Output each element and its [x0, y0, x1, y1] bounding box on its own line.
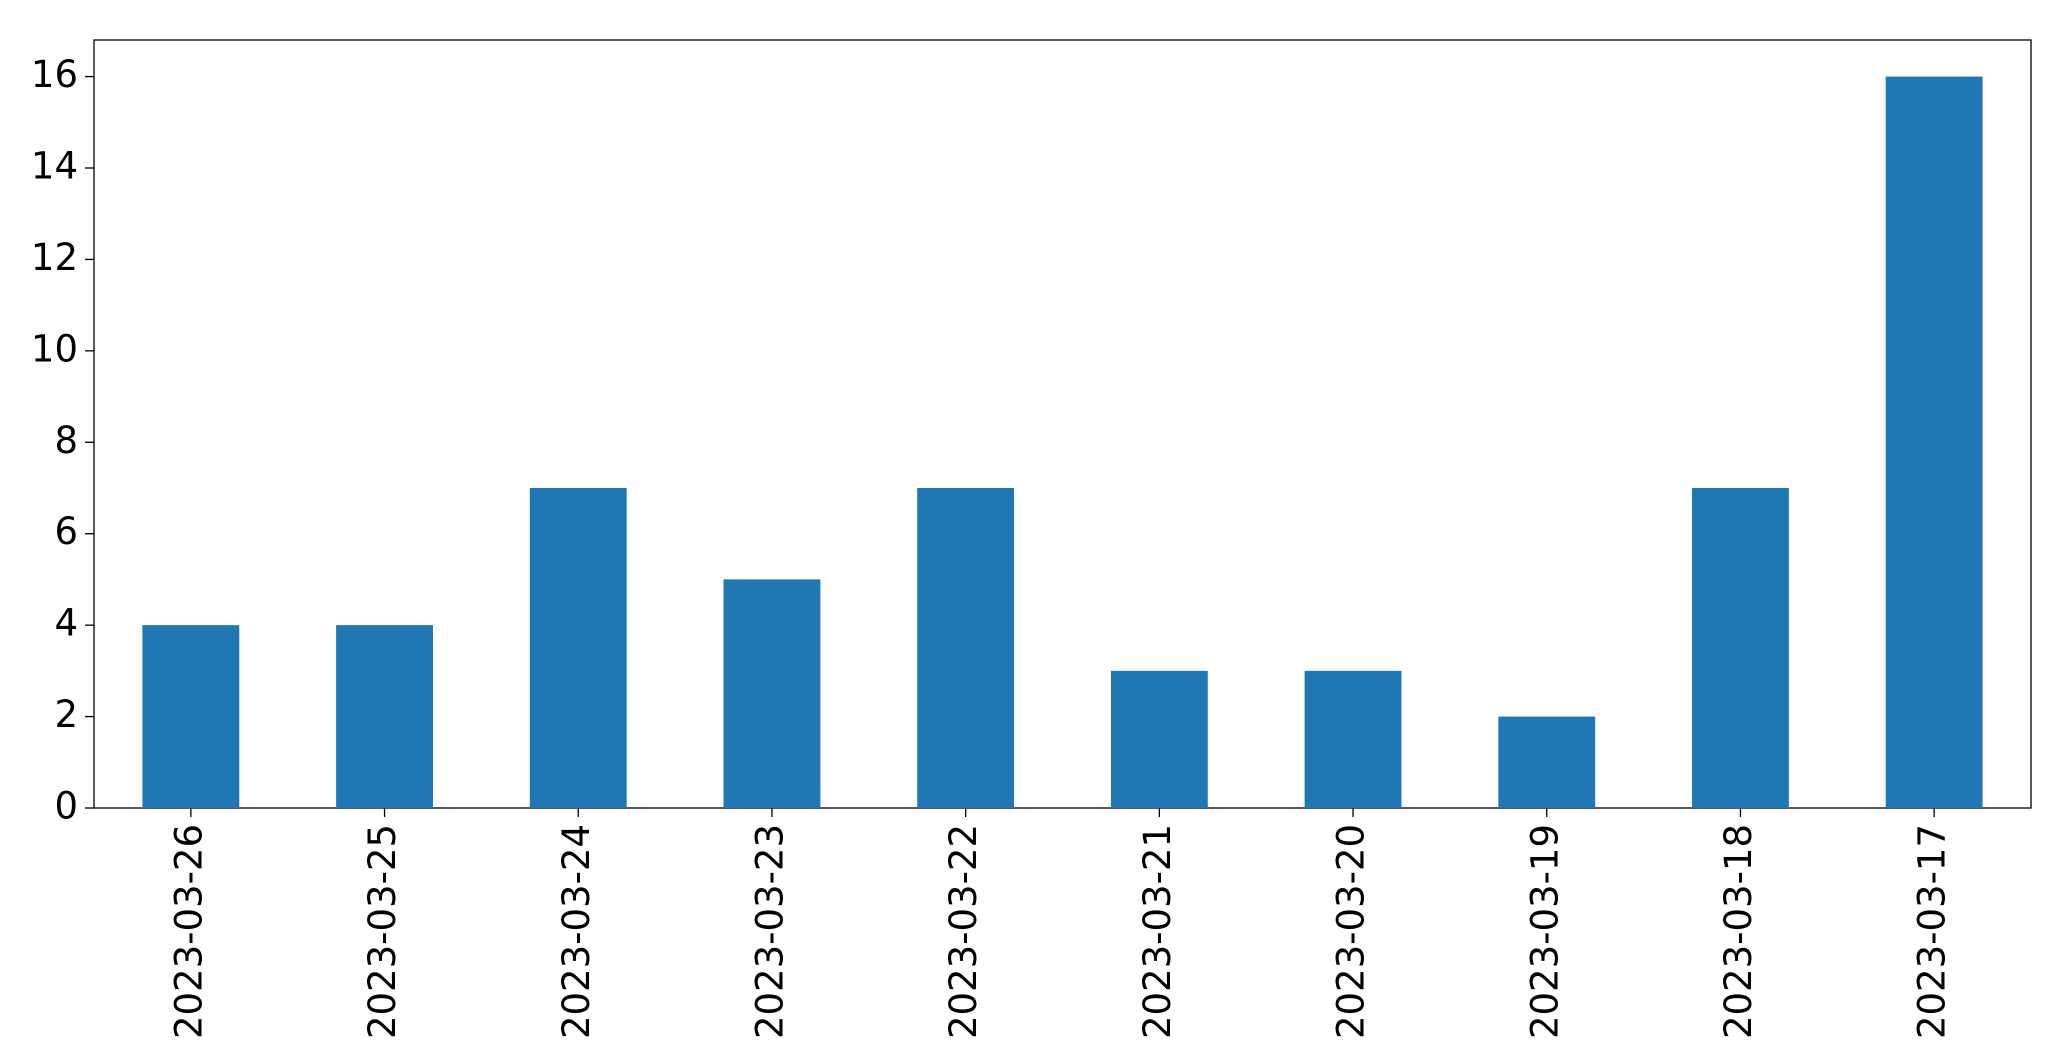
x-tick-label: 2023-03-19: [1523, 824, 1566, 1039]
y-tick-label: 6: [54, 510, 78, 553]
x-tick-label: 2023-03-26: [167, 824, 210, 1039]
x-tick-label: 2023-03-24: [555, 824, 598, 1039]
y-tick-label: 10: [31, 327, 78, 370]
y-tick-label: 8: [54, 419, 78, 462]
x-tick-label: 2023-03-17: [1911, 824, 1954, 1039]
x-tick-label: 2023-03-23: [748, 824, 791, 1039]
y-tick-label: 4: [54, 602, 78, 645]
plot-frame: [93, 39, 2032, 809]
bar: [1304, 670, 1402, 808]
x-tick-label: 2023-03-18: [1717, 824, 1760, 1039]
bar: [723, 579, 821, 808]
y-tick-label: 12: [31, 236, 78, 279]
bar: [1110, 670, 1208, 808]
bar: [336, 625, 433, 808]
bar: [529, 488, 627, 808]
y-tick-label: 2: [54, 693, 78, 736]
bar: [1498, 716, 1596, 808]
x-tick-label: 2023-03-22: [942, 824, 985, 1039]
bar: [1692, 488, 1789, 808]
bar: [917, 488, 1015, 808]
y-tick-label: 0: [54, 785, 78, 828]
bar: [142, 625, 240, 808]
y-tick-label: 14: [31, 145, 78, 188]
x-tick-label: 2023-03-20: [1330, 824, 1373, 1039]
y-tick-label: 16: [31, 53, 78, 96]
x-tick-label: 2023-03-21: [1136, 824, 1179, 1039]
bar: [1885, 76, 1983, 809]
x-tick-label: 2023-03-25: [361, 824, 404, 1039]
